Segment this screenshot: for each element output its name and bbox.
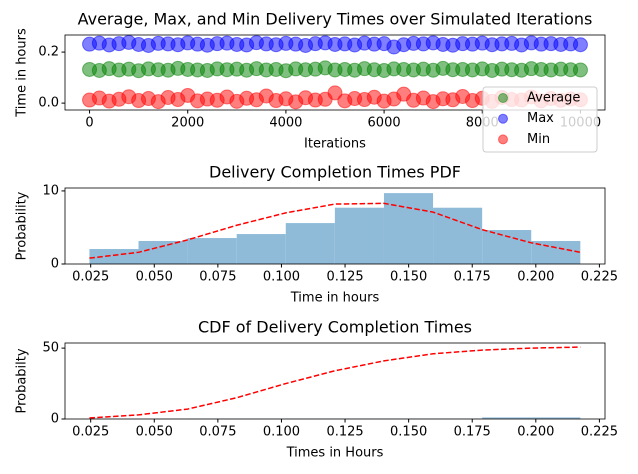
x-tick-label: 0.225: [581, 270, 618, 285]
subplot: Delivery Completion Times PDF Time in hou…: [15, 163, 619, 306]
legend-label: Min: [527, 132, 550, 147]
axes-frame: [64, 342, 606, 420]
histogram-bar: [383, 193, 434, 264]
histogram-bar: [285, 223, 335, 264]
x-tick-label: 0.050: [136, 425, 173, 440]
x-tick-label: 0.100: [263, 270, 300, 285]
x-tick-label: 2000: [171, 116, 204, 131]
legend-marker: [498, 93, 508, 103]
histogram-bar: [531, 240, 581, 264]
histogram-bar: [531, 417, 581, 419]
legend-box: [482, 86, 598, 153]
plot-area: [89, 193, 581, 264]
subplot: CDF of Delivery Completion Times Times in…: [15, 318, 619, 461]
histogram-bar: [433, 207, 483, 264]
histogram-bar: [482, 417, 532, 419]
pdf-line: [89, 346, 581, 419]
histogram-bar: [89, 249, 139, 264]
legend-label: Average: [527, 91, 580, 106]
chart-title: CDF of Delivery Completion Times: [198, 318, 472, 337]
y-tick-label: 0.2: [38, 45, 59, 60]
legend-marker: [498, 134, 508, 145]
histogram-bar: [334, 207, 384, 264]
x-tick-label: 0.125: [326, 270, 363, 285]
scatter-point: [572, 62, 588, 78]
histogram-bar: [187, 238, 237, 264]
axes-frame: [64, 34, 606, 111]
y-axis-label: Probability: [15, 191, 30, 260]
x-tick-label: 0: [85, 116, 93, 131]
chart-title: Delivery Completion Times PDF: [209, 163, 461, 182]
x-tick-label: 6000: [368, 116, 401, 131]
x-tick-label: 0.175: [454, 270, 491, 285]
histogram-bar: [138, 240, 188, 264]
x-tick-label: 0.075: [199, 425, 236, 440]
y-tick-label: 0.0: [38, 96, 59, 111]
histogram-bar: [482, 230, 532, 264]
x-axis-label: Iterations: [304, 137, 366, 152]
legend-marker: [498, 113, 508, 124]
x-tick-label: 0.150: [390, 425, 427, 440]
x-tick-label: 0.200: [517, 270, 554, 285]
legend-label: Max: [527, 111, 554, 126]
scatter-point: [327, 85, 343, 101]
x-tick-label: 0.225: [581, 425, 618, 440]
legend: Average Max Min: [482, 86, 598, 153]
y-axis-label: Time in hours: [15, 28, 30, 118]
x-tick-label: 0.025: [72, 270, 109, 285]
y-tick-label: 0: [51, 412, 59, 427]
x-tick-label: 0.175: [454, 425, 491, 440]
chart-title: Average, Max, and Min Delivery Times ove…: [78, 10, 593, 29]
x-tick-label: 0.150: [390, 270, 427, 285]
pdf-line: [89, 202, 581, 259]
y-axis-label: Probabilty: [15, 348, 30, 413]
histogram-bar: [236, 234, 286, 264]
x-tick-label: 0.050: [136, 270, 173, 285]
y-tick-label: 50: [42, 341, 59, 356]
x-tick-label: 0.125: [326, 425, 363, 440]
x-tick-label: 0.025: [72, 425, 109, 440]
x-tick-label: 0.075: [199, 270, 236, 285]
axes-frame: [64, 187, 606, 265]
x-axis-label: Time in hours: [290, 291, 380, 306]
y-tick-label: 0: [51, 257, 59, 272]
y-tick-label: 10: [42, 183, 59, 198]
x-tick-label: 4000: [269, 116, 302, 131]
plot-area: [89, 346, 581, 419]
x-tick-label: 0.100: [263, 425, 300, 440]
x-tick-label: 0.200: [517, 425, 554, 440]
scatter-point: [572, 37, 588, 53]
x-axis-label: Times in Hours: [286, 446, 384, 461]
